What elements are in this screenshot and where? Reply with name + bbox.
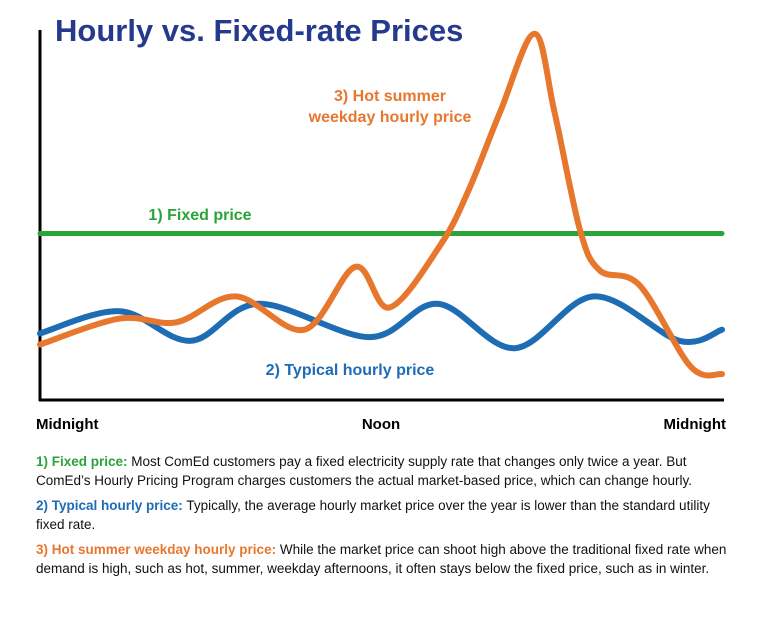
series-line (37, 293, 725, 352)
note-text: While the market price can shoot high ab… (36, 542, 727, 576)
note-text: Most ComEd customers pay a fixed electri… (36, 454, 693, 488)
series-label: 2) Typical hourly price (265, 362, 435, 379)
x-tick-label: Midnight (36, 416, 98, 433)
note: 2) Typical hourly price: Typically, the … (36, 496, 736, 534)
notes: 1) Fixed price: Most ComEd customers pay… (36, 452, 736, 584)
series-label: 3) Hot summer weekday hourly price (308, 88, 472, 126)
x-tick-label: Midnight (664, 416, 726, 433)
note-text: Typically, the average hourly market pri… (36, 498, 710, 532)
chart: Hourly vs. Fixed-rate Prices Midnight Noo… (36, 13, 726, 433)
note-label: 1) Fixed price: (36, 454, 128, 469)
note-label: 3) Hot summer weekday hourly price: (36, 542, 277, 557)
chart-title: Hourly vs. Fixed-rate Prices (55, 13, 463, 48)
series-label: 1) Fixed price (148, 207, 252, 224)
note-label: 2) Typical hourly price: (36, 498, 183, 513)
x-tick-label: Noon (362, 416, 400, 433)
note: 3) Hot summer weekday hourly price: Whil… (36, 540, 736, 578)
note: 1) Fixed price: Most ComEd customers pay… (36, 452, 736, 490)
series-line (37, 30, 725, 379)
